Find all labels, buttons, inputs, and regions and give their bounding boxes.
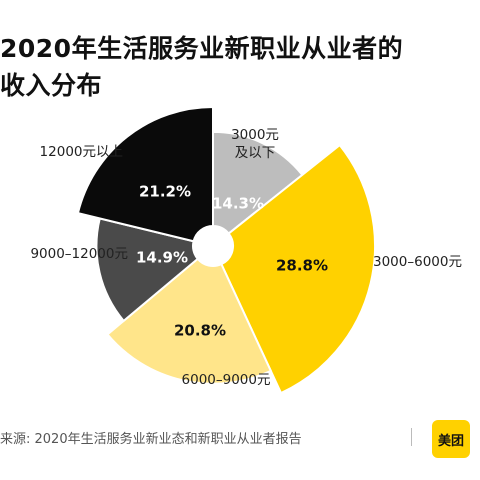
value-label-12000: 21.2% [139, 183, 191, 201]
meituan-logo: 美团 [432, 420, 470, 458]
category-label-6000-9000: 6000–9000元 [182, 372, 271, 388]
value-label-3000-6000: 28.8% [276, 257, 328, 275]
chart-title-line-2: 收入分布 [0, 71, 103, 100]
chart-title-line-1: 2020年生活服务业新职业从业者的 [0, 34, 404, 63]
category-label-9000-12000: 9000–12000元 [30, 246, 128, 262]
value-label-9000-12000: 14.9% [136, 249, 188, 267]
value-label-3000: 14.3% [212, 195, 264, 213]
category-label-3000: 3000元及以下 [231, 127, 279, 161]
category-label-12000: 12000元以上 [40, 144, 123, 160]
footer-divider [411, 428, 412, 446]
rose-center-hole [193, 226, 233, 266]
source-note: 来源: 2020年生活服务业新业态和新职业从业者报告 [0, 432, 302, 447]
category-label-3000-6000: 3000–6000元 [373, 254, 462, 270]
chart-title: 2020年生活服务业新职业从业者的 收入分布 [0, 30, 470, 104]
value-label-6000-9000: 20.8% [174, 322, 226, 340]
